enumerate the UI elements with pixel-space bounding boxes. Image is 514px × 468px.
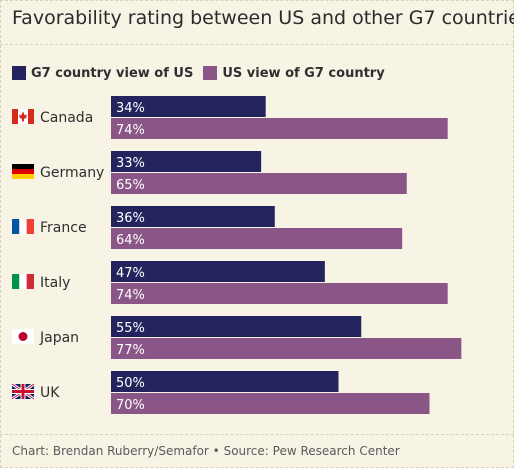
- category-label-canada: Canada: [40, 110, 93, 126]
- data-label-italy-us-view: 74%: [116, 288, 145, 303]
- chart-source-note: Chart: Brendan Ruberry/Semafor • Source:…: [12, 444, 400, 458]
- bar-italy-us-view: [111, 283, 448, 304]
- data-label-canada-us-view: 74%: [116, 123, 145, 138]
- chart-title: Favorability rating between US and other…: [12, 7, 514, 29]
- divider: [0, 434, 514, 435]
- data-label-italy-g7-view: 47%: [116, 266, 145, 281]
- data-label-canada-g7-view: 34%: [116, 101, 145, 116]
- bar-uk-g7-view: [111, 371, 339, 392]
- data-label-france-g7-view: 36%: [116, 211, 145, 226]
- bar-uk-us-view: [111, 393, 430, 414]
- legend-swatch-us-view: [203, 66, 218, 80]
- data-label-japan-g7-view: 55%: [116, 321, 145, 336]
- data-label-germany-us-view: 65%: [116, 178, 145, 193]
- bar-france-us-view: [111, 228, 403, 249]
- data-label-japan-us-view: 77%: [116, 343, 145, 358]
- category-label-italy: Italy: [40, 275, 70, 291]
- legend-swatch-g7-view: [12, 66, 26, 80]
- category-label-germany: Germany: [40, 165, 104, 181]
- bar-canada-us-view: [111, 118, 448, 139]
- bar-france-g7-view: [111, 206, 275, 227]
- france-flag-icon: [12, 219, 34, 234]
- bar-italy-g7-view: [111, 261, 325, 282]
- legend: G7 country view of US US view of G7 coun…: [12, 64, 395, 82]
- legend-label-g7-view: G7 country view of US: [31, 65, 194, 81]
- uk-flag-icon: [11, 382, 35, 401]
- category-label-japan: Japan: [39, 330, 79, 346]
- bar-canada-g7-view: [111, 96, 266, 117]
- bar-germany-us-view: [111, 173, 407, 194]
- category-label-uk: UK: [40, 385, 60, 401]
- bar-japan-us-view: [111, 338, 462, 359]
- data-label-uk-g7-view: 50%: [116, 376, 145, 391]
- italy-flag-icon: [12, 274, 34, 289]
- category-label-france: France: [40, 220, 87, 236]
- divider: [0, 44, 514, 45]
- data-label-france-us-view: 64%: [116, 233, 145, 248]
- legend-label-us-view: US view of G7 country: [222, 65, 385, 81]
- legend-item-us-view: US view of G7 country: [203, 65, 385, 81]
- data-label-uk-us-view: 70%: [116, 398, 145, 413]
- data-label-germany-g7-view: 33%: [116, 156, 145, 171]
- bar-japan-g7-view: [111, 316, 362, 337]
- bar-germany-g7-view: [111, 151, 262, 172]
- legend-item-g7-view: G7 country view of US: [12, 66, 193, 81]
- canada-flag-icon: [12, 109, 34, 124]
- japan-flag-icon: [12, 329, 34, 344]
- germany-flag-icon: [12, 164, 34, 179]
